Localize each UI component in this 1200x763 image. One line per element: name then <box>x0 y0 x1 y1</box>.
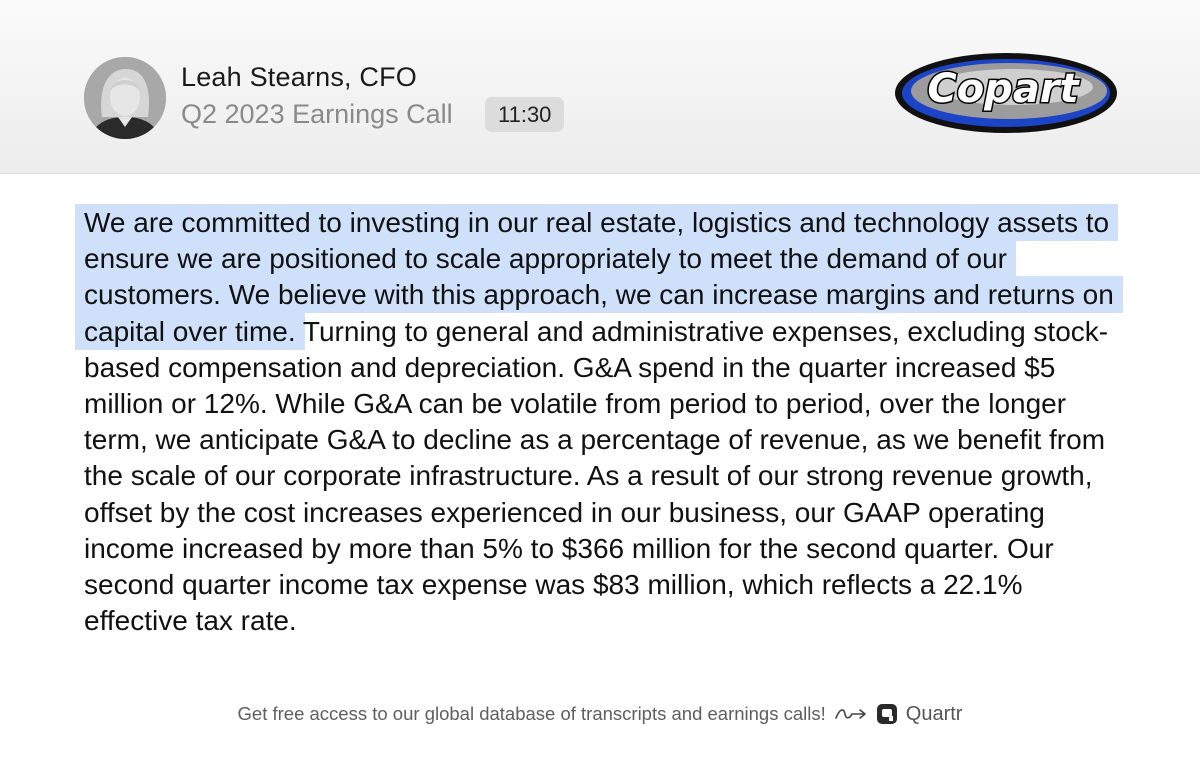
speaker-avatar <box>84 57 166 139</box>
quartr-logo-icon <box>876 703 898 725</box>
footer-cta[interactable]: Get free access to our global database o… <box>237 703 826 724</box>
header: Leah Stearns, CFO Q2 2023 Earnings Call … <box>0 0 1200 174</box>
event-name: Q2 2023 Earnings Call <box>181 99 453 129</box>
logo-wordmark: Copart <box>927 66 1080 112</box>
company-logo: Copart <box>893 50 1119 136</box>
quartr-brand[interactable]: Quartr <box>905 702 963 725</box>
footer[interactable]: Get free access to our global database o… <box>0 699 1200 729</box>
squiggle-arrow-icon <box>834 706 868 722</box>
transcript-body: We are committed to investing in our rea… <box>75 204 1134 639</box>
timestamp-badge: 11:30 <box>485 97 565 132</box>
transcript-text: Turning to general and administrative ex… <box>84 315 1109 637</box>
speaker-name: Leah Stearns, CFO <box>181 62 418 92</box>
